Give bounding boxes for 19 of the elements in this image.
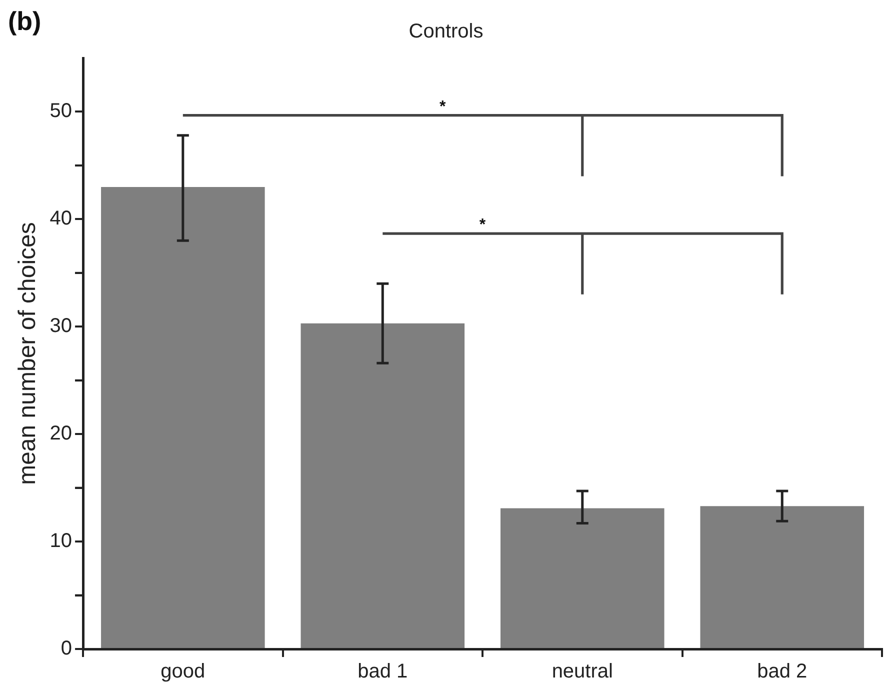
y-tick-label: 0 — [60, 638, 72, 660]
bar — [500, 508, 664, 648]
x-tick-label: good — [160, 660, 206, 683]
x-tick-label: bad 1 — [358, 660, 408, 683]
chart-title: Controls — [408, 20, 484, 43]
annotation: * — [479, 216, 486, 234]
x-tick-label: neutral — [552, 660, 613, 683]
bar — [700, 506, 864, 648]
text: (b) — [8, 6, 42, 36]
bar — [300, 323, 465, 648]
y-tick-label: 50 — [50, 100, 72, 122]
y-tick-label: 20 — [50, 422, 72, 445]
annotation: * — [440, 98, 447, 116]
y-tick-label: 30 — [50, 315, 72, 338]
bar — [101, 186, 265, 648]
y-tick-label: 10 — [50, 530, 72, 552]
y-tick-label: 40 — [50, 208, 72, 230]
x-tick-label: bad 2 — [757, 660, 808, 683]
y-axis-title: mean number of choices — [14, 222, 42, 485]
